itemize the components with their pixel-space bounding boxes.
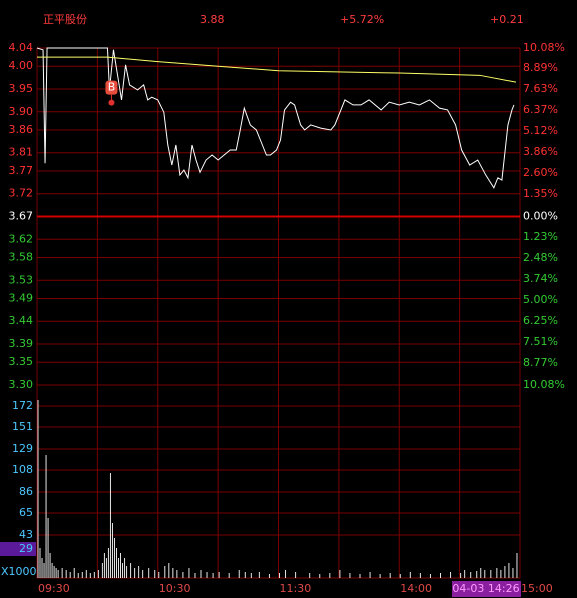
y2-tick-label: 10.08% xyxy=(523,41,565,54)
change-amount: +0.21 xyxy=(490,13,524,26)
cursor-value: 29 xyxy=(19,542,33,555)
y-tick-label: 3.58 xyxy=(9,250,34,263)
y-tick-label: 4.00 xyxy=(9,59,34,72)
volume-unit: X1000 xyxy=(1,565,37,578)
y-tick-label: 3.86 xyxy=(9,123,34,136)
average-line xyxy=(37,56,517,83)
stock-name: 正平股份 xyxy=(43,13,87,26)
y2-tick-label: 0.00% xyxy=(523,210,558,223)
y2-tick-label: 10.08% xyxy=(523,378,565,391)
y-tick-label: 4.04 xyxy=(9,41,34,54)
y2-tick-label: 1.23% xyxy=(523,230,558,243)
volume-tick-label: 43 xyxy=(19,528,33,541)
last-price: 3.88 xyxy=(200,13,225,26)
y2-tick-label: 6.37% xyxy=(523,103,558,116)
y-tick-label: 3.30 xyxy=(9,378,34,391)
x-tick-label: 09:30 xyxy=(38,582,70,595)
y2-tick-label: 3.74% xyxy=(523,272,558,285)
y2-tick-label: 1.35% xyxy=(523,187,558,200)
y2-tick-label: 8.89% xyxy=(523,61,558,74)
x-tick-label: 14:00 xyxy=(400,582,432,595)
y-tick-label: 3.72 xyxy=(9,187,34,200)
cursor-value-box xyxy=(0,542,36,556)
y-tick-label: 3.95 xyxy=(9,82,34,95)
buy-marker-label: B xyxy=(108,81,116,94)
y-tick-label: 3.39 xyxy=(9,337,34,350)
volume-tick-label: 108 xyxy=(12,463,33,476)
y-tick-label: 3.44 xyxy=(9,314,34,327)
y2-tick-label: 7.63% xyxy=(523,82,558,95)
y-tick-label: 3.49 xyxy=(9,291,34,304)
y-tick-label: 3.77 xyxy=(9,164,34,177)
buy-marker-pin xyxy=(108,99,115,106)
y2-tick-label: 8.77% xyxy=(523,356,558,369)
y2-tick-label: 7.51% xyxy=(523,335,558,348)
y2-tick-label: 2.48% xyxy=(523,251,558,264)
change-percent: +5.72% xyxy=(340,13,384,26)
y2-tick-label: 2.60% xyxy=(523,166,558,179)
volume-tick-label: 86 xyxy=(19,485,33,498)
volume-tick-label: 129 xyxy=(12,442,33,455)
x-tick-label: 11:30 xyxy=(280,582,312,595)
cursor-time: 04-03 14:26 xyxy=(452,582,519,595)
y2-tick-label: 6.25% xyxy=(523,314,558,327)
y2-tick-label: 5.12% xyxy=(523,124,558,137)
y-tick-label: 3.90 xyxy=(9,105,34,118)
y-tick-label: 3.62 xyxy=(9,232,34,245)
x-tick-label: 10:30 xyxy=(159,582,191,595)
y-tick-label: 3.53 xyxy=(9,273,34,286)
cursor-time-box xyxy=(452,581,521,597)
y-tick-label: 3.67 xyxy=(9,210,34,223)
y2-tick-label: 3.86% xyxy=(523,145,558,158)
y2-tick-label: 5.00% xyxy=(523,293,558,306)
volume-tick-label: 172 xyxy=(12,399,33,412)
buy-marker xyxy=(105,80,118,95)
volume-tick-label: 151 xyxy=(12,420,33,433)
volume-tick-label: 65 xyxy=(19,506,33,519)
price-line xyxy=(36,47,515,189)
y-tick-label: 3.81 xyxy=(9,146,34,159)
x-tick-label: 15:00 xyxy=(521,582,553,595)
y-tick-label: 3.35 xyxy=(9,355,34,368)
